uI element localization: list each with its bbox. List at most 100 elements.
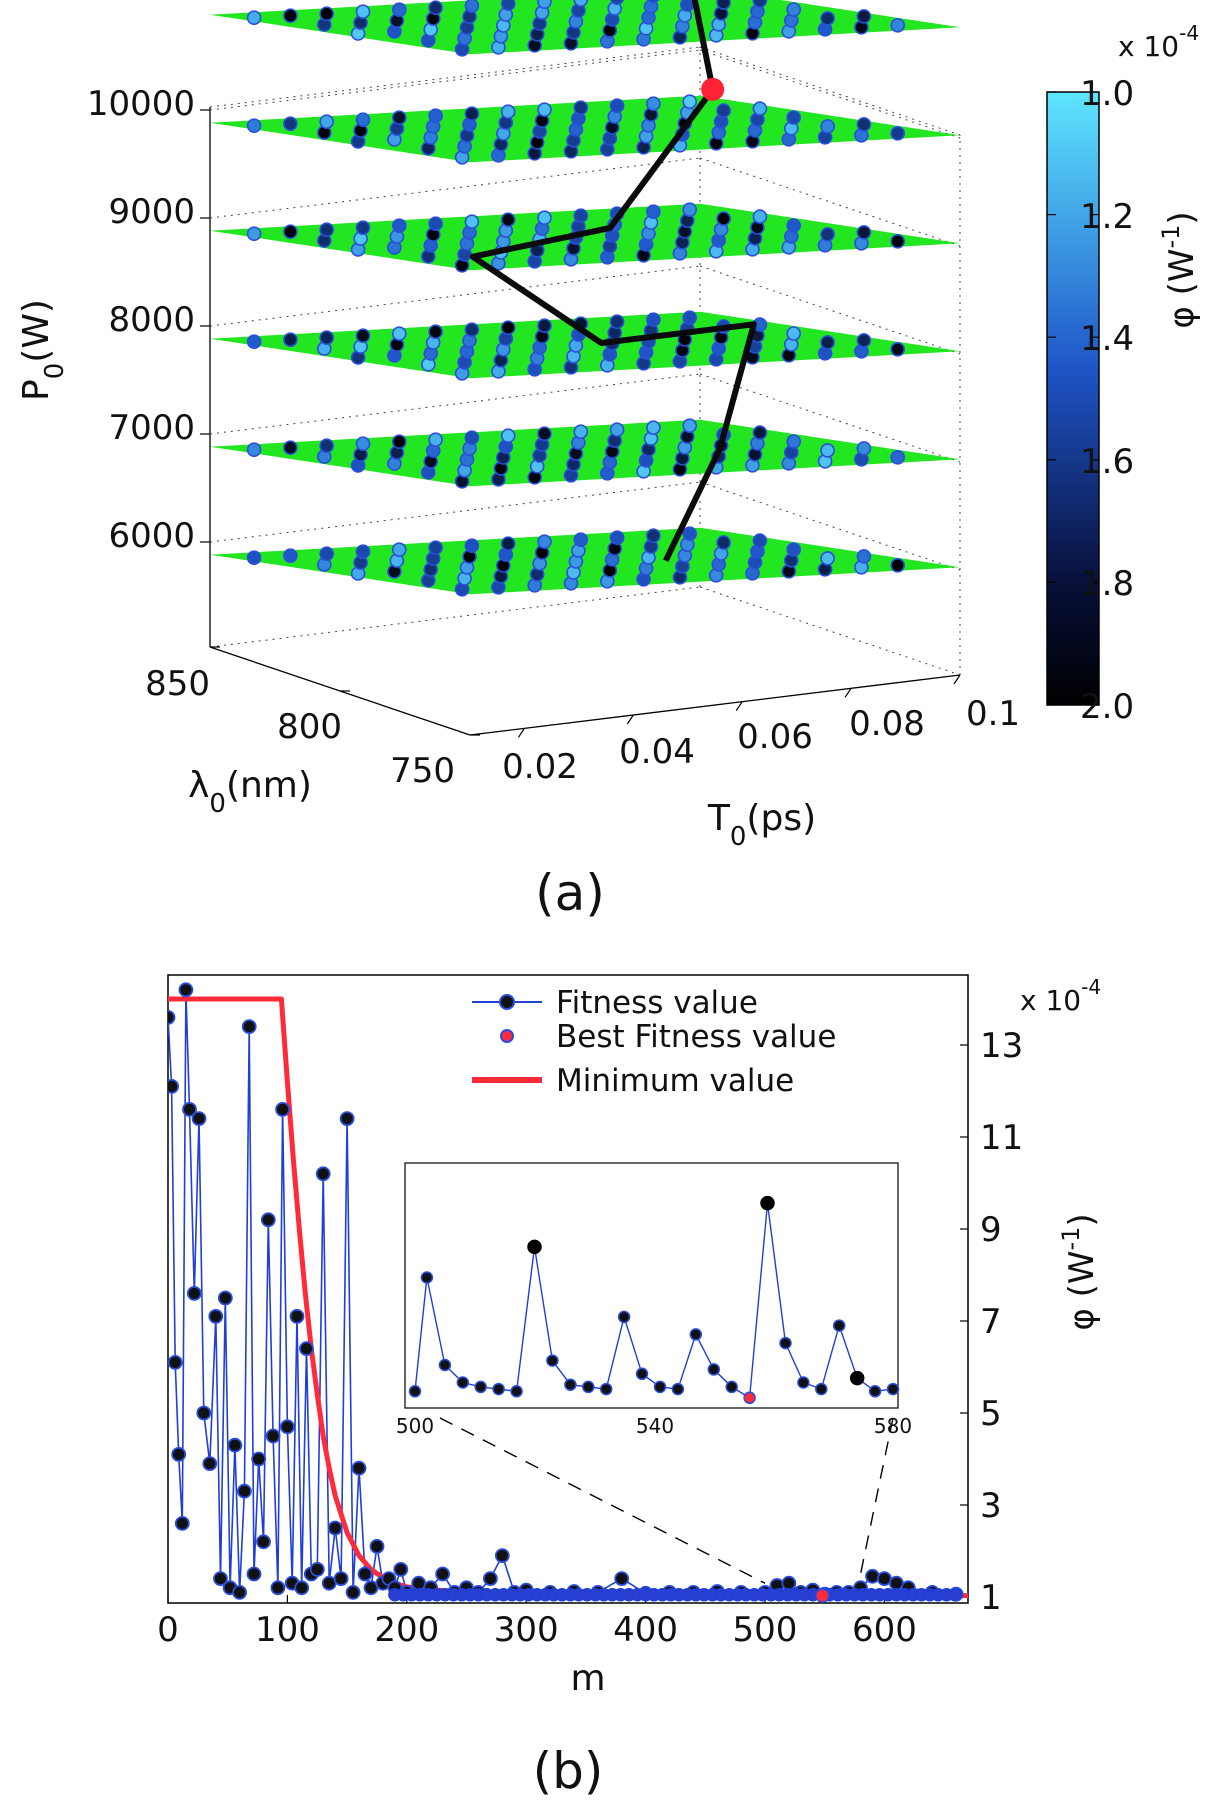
data-point (609, 98, 625, 113)
data-point (464, 214, 480, 229)
data-point (537, 426, 552, 442)
x-tick-labels: 0.02 0.04 0.06 0.08 0.1 (502, 694, 1020, 787)
zoom-line-right (859, 1417, 894, 1575)
data-point (856, 333, 872, 348)
data-point (391, 2, 407, 17)
box-edge (209, 586, 701, 648)
t-tick (735, 701, 743, 711)
box-edge (209, 46, 701, 108)
fitness-point (327, 1520, 343, 1536)
panel-b-line-chart: 500 540 580 Fitness value Best Fitness v… (157, 974, 1102, 1800)
x-tick-label: 400 (613, 1610, 678, 1650)
legend-entry-best: Best Fitness value (556, 1019, 836, 1055)
data-point (573, 0, 589, 7)
data-point (355, 436, 371, 452)
data-point (355, 4, 371, 19)
inset-x-tick-label: 580 (874, 1414, 912, 1438)
y-tick-label: 5 (980, 1394, 1002, 1434)
fitness-point (236, 1483, 252, 1499)
z-tick-label: 9000 (108, 192, 195, 232)
data-point (786, 218, 802, 233)
data-point (856, 225, 872, 240)
z-tick-labels: 10000 9000 8000 7000 6000 (87, 84, 195, 556)
z-axis-label: P0(W) (16, 299, 70, 401)
fitness-point (299, 1341, 314, 1356)
x-tick-label: 0 (157, 1610, 179, 1650)
zoom-line-left (439, 1417, 766, 1584)
fitness-point (865, 1568, 880, 1584)
data-point (646, 312, 661, 328)
data-point (355, 220, 371, 235)
fitness-point (168, 1010, 176, 1025)
fitness-point (345, 1585, 361, 1600)
data-point (573, 424, 589, 440)
data-point (856, 549, 872, 564)
data-point (283, 440, 298, 456)
data-point (646, 420, 661, 436)
y-exponent: x 10-4 (1020, 975, 1101, 1017)
fitness-point (168, 1355, 183, 1370)
best-path (469, 0, 757, 563)
t-axis-line (469, 674, 961, 736)
data-point (319, 222, 335, 237)
data-point (682, 526, 698, 542)
data-point (820, 551, 835, 566)
colorbar-tick-label: 1.8 (1080, 564, 1134, 604)
plane-layer (210, 418, 960, 489)
inset-point (546, 1354, 559, 1367)
data-point (428, 0, 443, 15)
colorbar-gradient (1046, 91, 1100, 706)
data-point (890, 234, 906, 249)
fitness-point (309, 1562, 325, 1577)
fitness-point (482, 1571, 498, 1586)
data-point (428, 432, 443, 448)
data-point (537, 0, 552, 9)
data-point (391, 326, 407, 342)
inset-point (408, 1385, 422, 1398)
fitness-point (178, 982, 194, 998)
data-point (890, 17, 906, 33)
data-point (786, 110, 802, 125)
data-point (319, 546, 335, 562)
data-point (890, 557, 906, 573)
fitness-point (614, 1571, 630, 1586)
legend: Fitness value Best Fitness value Minimum… (472, 985, 836, 1099)
legend-entry-fitness: Fitness value (556, 985, 758, 1021)
fitness-point (186, 1286, 202, 1301)
colorbar-tick-label: 2.0 (1080, 687, 1134, 727)
data-point (464, 106, 480, 121)
data-point (573, 532, 589, 548)
fitness-point (351, 1460, 367, 1476)
zoom-lines (439, 1417, 894, 1584)
legend-swatch-fitness-marker (499, 994, 515, 1010)
inset-point (849, 1370, 865, 1386)
data-point (890, 126, 906, 141)
data-point (537, 318, 552, 334)
fitness-point (435, 1566, 451, 1582)
inset-point (671, 1382, 685, 1396)
data-point (786, 434, 802, 449)
data-point (500, 104, 516, 119)
data-point (464, 430, 480, 446)
colorbar-tick-label: 1.6 (1080, 442, 1134, 482)
plane-layer (210, 202, 960, 273)
data-point (682, 202, 698, 217)
y-axis-label: λ0(nm) (188, 765, 312, 819)
data-point (391, 110, 407, 125)
data-point (682, 310, 698, 326)
data-point (283, 116, 298, 131)
fitness-point (781, 1575, 797, 1591)
colorbar-ticks (1047, 91, 1099, 706)
y-tick-label: 750 (390, 751, 455, 791)
inset-point (510, 1385, 523, 1398)
data-point (890, 449, 906, 465)
data-point (283, 548, 298, 564)
fitness-point (191, 1111, 207, 1126)
x-tick-label: 600 (852, 1610, 917, 1650)
fitness-point (202, 1456, 218, 1471)
inset-point (564, 1378, 577, 1391)
data-point (786, 542, 802, 557)
box-edge (699, 586, 961, 676)
fitness-point (411, 1575, 427, 1591)
